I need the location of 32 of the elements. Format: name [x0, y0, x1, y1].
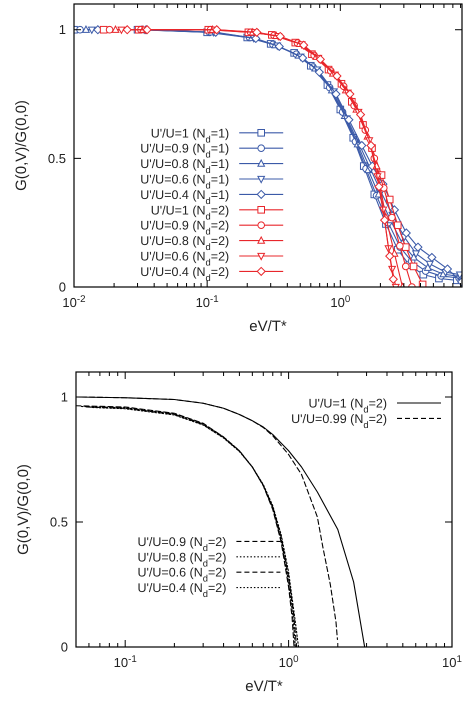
legend-label: U'/U=0.8 (N$_{d}$=2) — [137, 550, 226, 568]
legend-label: U'/U=1 (N$_{d}$=1) — [150, 126, 230, 144]
legend-label: U'/U=1 (N$_{d}$=2) — [150, 203, 230, 222]
legend-label: U'/U=0.8 (N$_{d}$=2) — [140, 234, 230, 252]
legend-label: U'/U=0.9 (N$_{d}$=2) — [137, 534, 226, 553]
legend-label: U'/U=0.4 (N$_{d}$=1) — [140, 188, 230, 206]
legend-label: U'/U=0.6 (N$_{d}$=2) — [140, 250, 230, 268]
y-axis-title: G(0,V)/G(0,0) — [15, 464, 32, 555]
x-axis-title: eV/T* — [245, 678, 283, 695]
y-axis-title: G(0,V)/G(0,0) — [13, 100, 30, 191]
legend-label: U'/U=1 (N$_{d}$=2) — [308, 396, 387, 414]
x-tick-label: 10$^{-1}$ — [196, 294, 219, 310]
legend-label: U'/U=0.9 (N$_{d}$=1) — [140, 142, 230, 160]
legend-label: U'/U=0.6 (N$_{d}$=1) — [140, 172, 230, 190]
x-axis-title: eV/T* — [249, 318, 287, 335]
legend-label: U'/U=0.4 (N$_{d}$=2) — [140, 264, 230, 283]
legend-label: U'/U=0.8 (N$_{d}$=1) — [140, 157, 230, 176]
legend-label: U'/U=0.4 (N$_{d}$=2) — [137, 581, 226, 600]
legend-label: U'/U=0.99 (N$_{d}$=2) — [291, 412, 387, 430]
x-tick-label: 10$^{-1}$ — [114, 654, 137, 670]
x-tick-label: 10$^{-2}$ — [62, 294, 86, 310]
x-tick-label: 10$^{0}$ — [330, 294, 351, 310]
y-tick-label: 0.5 — [50, 514, 68, 530]
x-tick-label: 10$^{0}$ — [278, 654, 300, 670]
y-tick-label: 1 — [58, 22, 66, 38]
legend-label: U'/U=0.9 (N$_{d}$=2) — [140, 218, 230, 237]
x-tick-label: 10$^{1}$ — [442, 654, 462, 670]
y-tick-label: 1 — [60, 390, 68, 404]
y-tick-label: 0 — [60, 640, 68, 654]
legend-label: U'/U=0.6 (N$_{d}$=2) — [137, 566, 226, 584]
y-tick-label: 0.5 — [48, 150, 66, 166]
y-tick-label: 0 — [58, 280, 66, 294]
